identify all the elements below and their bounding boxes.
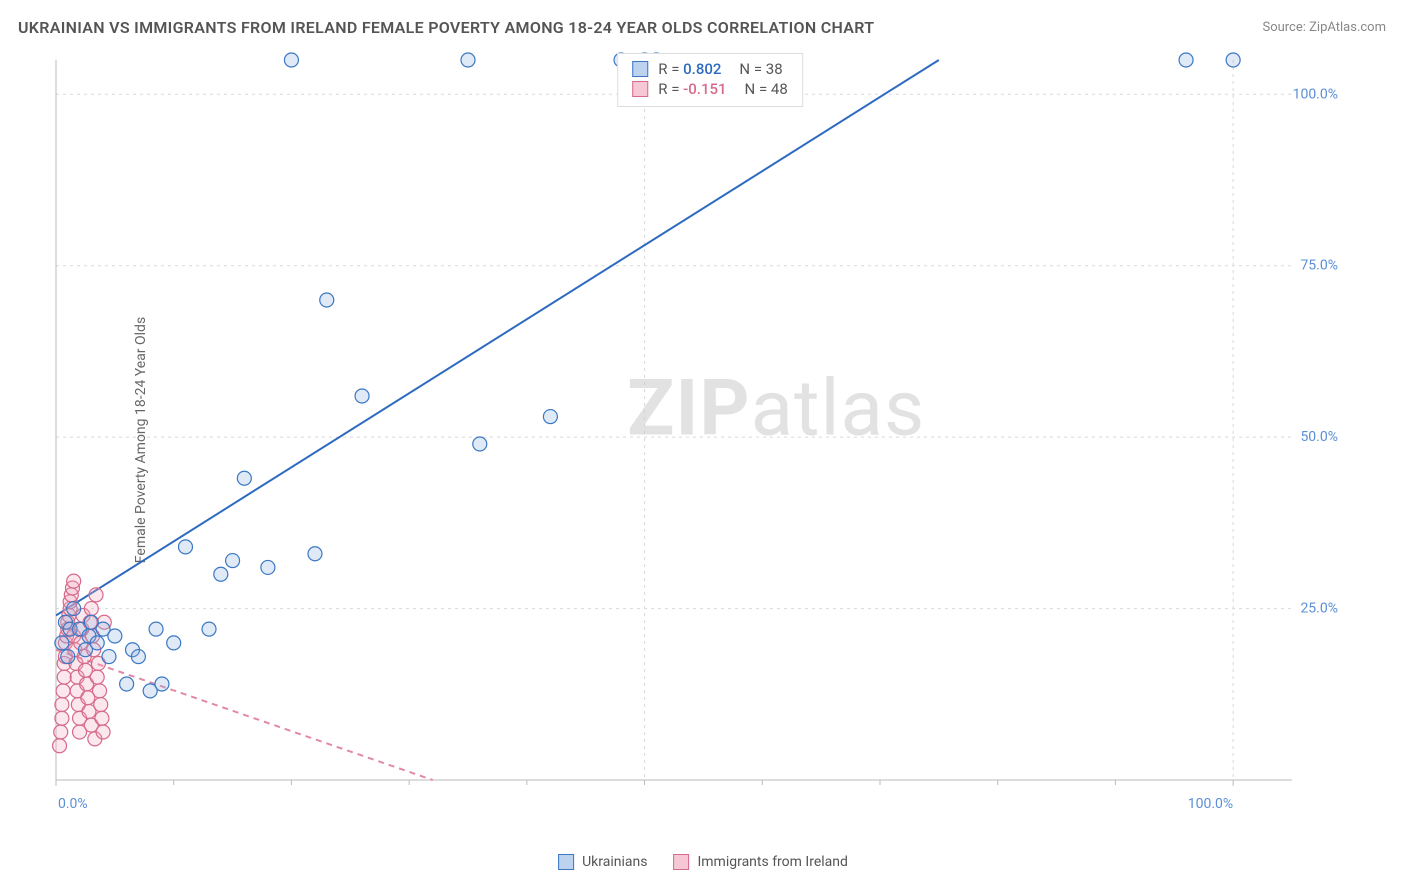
legend-label: Immigrants from Ireland <box>697 854 847 870</box>
legend-swatch <box>632 61 648 77</box>
data-point <box>543 410 557 424</box>
correlation-legend-row: R = -0.151 N = 48 <box>632 80 788 98</box>
data-point <box>131 650 145 664</box>
data-point <box>320 293 334 307</box>
legend-swatch <box>632 81 648 97</box>
n-label: N = 38 <box>739 60 782 78</box>
data-point <box>155 677 169 691</box>
data-point <box>226 554 240 568</box>
data-point <box>149 622 163 636</box>
data-point <box>95 711 109 725</box>
data-point <box>55 636 69 650</box>
legend-swatch <box>673 854 689 870</box>
data-point <box>120 677 134 691</box>
y-tick-label: 50.0% <box>1300 429 1338 445</box>
y-tick-label: 25.0% <box>1300 601 1338 617</box>
r-label: R = 0.802 <box>658 60 721 78</box>
legend-label: Ukrainians <box>582 854 647 870</box>
data-point <box>53 739 67 753</box>
trend-line <box>56 60 939 615</box>
chart-title: UKRAINIAN VS IMMIGRANTS FROM IRELAND FEM… <box>18 18 874 37</box>
data-point <box>178 540 192 554</box>
y-tick-label: 75.0% <box>1300 258 1338 274</box>
data-point <box>67 574 81 588</box>
data-point <box>237 471 251 485</box>
data-point <box>84 602 98 616</box>
data-point <box>355 389 369 403</box>
data-point <box>261 560 275 574</box>
data-point <box>90 636 104 650</box>
data-point <box>57 670 71 684</box>
data-point <box>108 629 122 643</box>
x-tick-label: 100.0% <box>1188 796 1233 812</box>
data-point <box>93 684 107 698</box>
data-point <box>461 53 475 67</box>
data-point <box>473 437 487 451</box>
data-point <box>284 53 298 67</box>
data-point <box>89 588 103 602</box>
legend-item: Immigrants from Ireland <box>673 854 847 870</box>
data-point <box>308 547 322 561</box>
data-point <box>167 636 181 650</box>
data-point <box>56 684 70 698</box>
y-tick-label: 100.0% <box>1293 86 1338 102</box>
chart-area: Female Poverty Among 18-24 Year Olds 25.… <box>48 50 1372 830</box>
r-label: R = -0.151 <box>658 80 726 98</box>
data-point <box>1226 53 1240 67</box>
data-point <box>96 725 110 739</box>
data-point <box>94 698 108 712</box>
data-point <box>202 622 216 636</box>
x-tick-label: 0.0% <box>58 796 88 812</box>
legend-item: Ukrainians <box>558 854 647 870</box>
data-point <box>1179 53 1193 67</box>
n-label: N = 48 <box>745 80 788 98</box>
data-point <box>55 711 69 725</box>
trend-line <box>56 650 433 780</box>
data-point <box>54 725 68 739</box>
data-point <box>90 670 104 684</box>
legend-swatch <box>558 854 574 870</box>
series-legend: Ukrainians Immigrants from Ireland <box>558 854 848 870</box>
source-attribution: Source: ZipAtlas.com <box>1262 20 1386 35</box>
data-point <box>55 698 69 712</box>
correlation-legend: R = 0.802 N = 38 R = -0.151 N = 48 <box>617 53 803 107</box>
correlation-legend-row: R = 0.802 N = 38 <box>632 60 788 78</box>
data-point <box>102 650 116 664</box>
data-point <box>67 602 81 616</box>
data-point <box>214 567 228 581</box>
scatter-plot: 25.0% 50.0% 75.0% 100.0% 0.0% 100.0% <box>48 50 1372 830</box>
data-point <box>61 650 75 664</box>
